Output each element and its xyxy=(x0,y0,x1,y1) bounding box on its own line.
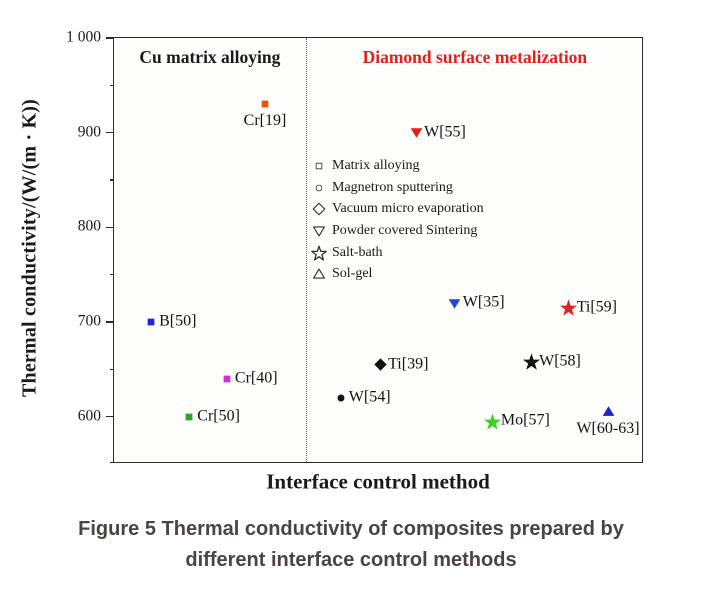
y-tick-label: 1 000 xyxy=(66,28,101,46)
data-point-label: W[35] xyxy=(462,293,505,311)
legend-marker xyxy=(310,161,327,171)
star-marker-icon xyxy=(522,353,540,371)
legend-marker xyxy=(310,245,327,261)
y-tick-label: 700 xyxy=(77,312,101,330)
triangle-down-marker-icon xyxy=(410,128,422,138)
data-point-label: W[54] xyxy=(348,388,391,406)
square-marker-icon xyxy=(261,100,269,108)
legend-item-salt-bath: Salt-bath xyxy=(310,242,484,264)
data-point-label: Cr[40] xyxy=(234,369,278,387)
legend-item-powder-covered-sintering: Powder covered Sintering xyxy=(310,220,484,242)
legend-marker xyxy=(310,267,327,281)
data-point-label: Ti[39] xyxy=(388,355,429,373)
diamond-marker-icon xyxy=(312,202,325,216)
y-axis-title: Thermal conductivity/(W/(m · K)) xyxy=(18,98,41,398)
star-marker-icon xyxy=(484,413,502,430)
data-point-label: W[58] xyxy=(539,352,581,370)
square-marker-icon xyxy=(315,162,322,170)
x-axis-title: Interface control method xyxy=(266,469,490,494)
data-point-label: Cr[19] xyxy=(243,112,287,130)
legend-item-matrix-alloying: Matrix alloying xyxy=(310,155,484,177)
y-tick-major xyxy=(106,131,114,134)
region-title-cu-matrix-alloying: Cu matrix alloying xyxy=(139,47,281,67)
square-marker-icon xyxy=(223,375,231,383)
circle-marker-icon xyxy=(337,394,345,402)
data-point-label: B[50] xyxy=(159,312,197,330)
legend-marker xyxy=(310,183,327,193)
y-tick-label: 900 xyxy=(77,123,101,141)
legend: Matrix alloying Magnetron sputtering Vac… xyxy=(310,155,484,285)
legend-label: Vacuum micro evaporation xyxy=(332,201,484,217)
legend-item-magnetron-sputtering: Magnetron sputtering xyxy=(310,177,484,199)
y-tick-minor xyxy=(109,84,114,87)
legend-marker xyxy=(310,202,327,216)
legend-label: Matrix alloying xyxy=(332,157,420,173)
square-marker-icon xyxy=(185,413,193,421)
figure-caption: Figure 5 Thermal conductivity of composi… xyxy=(0,514,702,576)
legend-label: Salt-bath xyxy=(332,244,383,260)
square-marker-icon xyxy=(147,318,155,326)
triangle-up-marker-icon xyxy=(312,268,325,279)
triangle-down-marker-icon xyxy=(312,226,325,237)
triangle-down-marker-icon xyxy=(448,298,461,309)
legend-marker xyxy=(310,224,327,238)
caption-line-2: different interface control methods xyxy=(185,549,517,571)
diamond-marker-icon xyxy=(373,358,387,371)
y-tick-minor xyxy=(109,179,114,181)
y-tick-major xyxy=(106,37,114,39)
triangle-up-marker-icon xyxy=(602,406,614,417)
y-tick-minor xyxy=(109,368,114,371)
star-marker-icon xyxy=(310,245,327,261)
region-divider-line xyxy=(305,38,307,462)
legend-item-vacuum-micro-evaporation: Vacuum micro evaporation xyxy=(310,198,484,220)
y-tick-minor xyxy=(109,461,114,464)
plot-area: Cu matrix alloying Diamond surface metali… xyxy=(66,29,643,464)
legend-label: Sol-gel xyxy=(332,266,373,282)
data-point-label: W[60-63] xyxy=(576,419,640,437)
y-tick-label: 800 xyxy=(77,217,101,235)
legend-label: Magnetron sputtering xyxy=(332,179,453,195)
star-marker-icon xyxy=(560,299,578,317)
caption-line-1: Figure 5 Thermal conductivity of composi… xyxy=(78,518,624,540)
y-tick-major xyxy=(106,415,114,418)
data-point-label: W[55] xyxy=(424,123,466,141)
y-tick-major xyxy=(106,321,114,323)
region-title-diamond-surface-metalization: Diamond surface metalization xyxy=(362,47,588,67)
y-tick-minor xyxy=(109,273,114,276)
y-tick-label: 600 xyxy=(77,407,101,425)
circle-marker-icon xyxy=(315,184,322,191)
y-tick-major xyxy=(106,226,114,229)
legend-item-sol-gel: Sol-gel xyxy=(310,263,484,285)
data-point-label: Mo[57] xyxy=(500,412,550,430)
legend-label: Powder covered Sintering xyxy=(332,222,478,238)
data-point-label: Ti[59] xyxy=(576,298,617,316)
data-point-label: Cr[50] xyxy=(197,407,240,425)
